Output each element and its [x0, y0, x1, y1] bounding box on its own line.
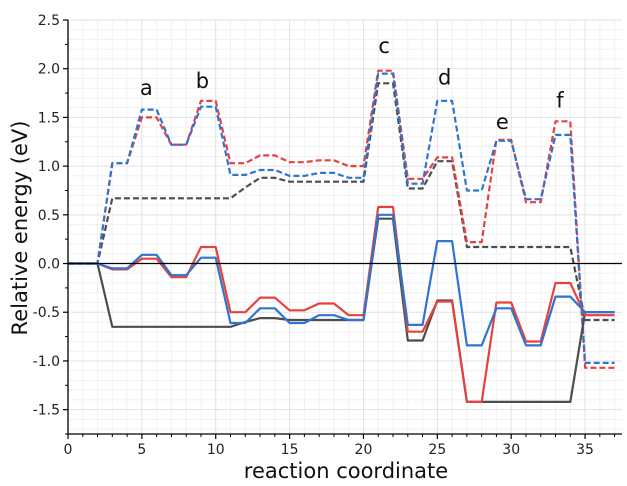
y-tick-label: 1.5	[38, 110, 60, 126]
peak-label-f: f	[556, 89, 564, 113]
y-tick-label: 2.0	[38, 62, 60, 78]
series-line-4-solid	[68, 217, 615, 403]
ticks: 0 5 10 15 20 25 30 35 -1.5 -1.0 -0.5 0.0 0.5 1.0 1.5 2.…	[33, 13, 616, 458]
y-tick-label: 1.0	[38, 159, 60, 175]
y-tick-label: -1.5	[33, 403, 60, 419]
series-line-1-dashed	[68, 82, 615, 322]
axes	[67, 20, 622, 435]
peak-label-d: d	[438, 65, 451, 89]
peak-label-e: e	[496, 110, 509, 134]
y-tick-label: -0.5	[33, 305, 60, 321]
x-tick-label: 10	[207, 442, 225, 458]
y-tick-label: -1.0	[33, 354, 60, 370]
series-line-6-solid	[68, 213, 615, 347]
x-tick-label: 35	[576, 442, 594, 458]
series-line-5-solid	[68, 205, 615, 403]
x-tick-label: 15	[281, 442, 299, 458]
series-group	[68, 69, 615, 403]
peak-annotations: a b c d e f	[140, 34, 564, 134]
y-axis-title: Relative energy (eV)	[8, 121, 32, 336]
x-tick-label: 20	[355, 442, 373, 458]
y-tick-label: 0.5	[38, 208, 60, 224]
x-tick-label: 25	[428, 442, 446, 458]
peak-label-b: b	[196, 69, 209, 93]
x-axis-title: reaction coordinate	[244, 459, 448, 483]
x-tick-label: 30	[502, 442, 520, 458]
x-tick-label: 5	[137, 442, 146, 458]
peak-label-a: a	[140, 76, 153, 100]
series-line-3-dashed	[68, 72, 615, 364]
x-tick-label: 0	[64, 442, 73, 458]
peak-label-c: c	[378, 34, 390, 58]
y-tick-label: 2.5	[38, 13, 60, 29]
y-tick-label: 0.0	[38, 257, 60, 273]
